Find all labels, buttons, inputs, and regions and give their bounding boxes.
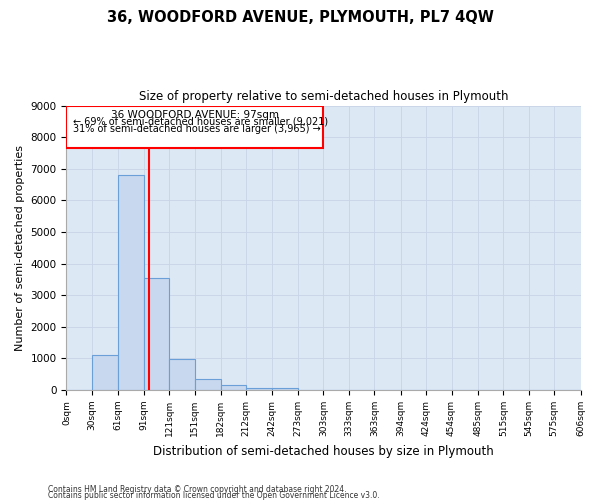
Bar xyxy=(143,278,169,390)
Text: Contains HM Land Registry data © Crown copyright and database right 2024.: Contains HM Land Registry data © Crown c… xyxy=(48,484,347,494)
Bar xyxy=(221,386,246,390)
Text: 36, WOODFORD AVENUE, PLYMOUTH, PL7 4QW: 36, WOODFORD AVENUE, PLYMOUTH, PL7 4QW xyxy=(107,10,493,25)
Text: 31% of semi-detached houses are larger (3,965) →: 31% of semi-detached houses are larger (… xyxy=(73,124,321,134)
Bar xyxy=(246,388,272,390)
Bar xyxy=(92,356,118,390)
Bar xyxy=(118,175,143,390)
Text: Contains public sector information licensed under the Open Government Licence v3: Contains public sector information licen… xyxy=(48,490,380,500)
Bar xyxy=(272,388,298,390)
Text: 36 WOODFORD AVENUE: 97sqm: 36 WOODFORD AVENUE: 97sqm xyxy=(111,110,279,120)
Bar xyxy=(194,380,221,390)
Title: Size of property relative to semi-detached houses in Plymouth: Size of property relative to semi-detach… xyxy=(139,90,508,103)
Y-axis label: Number of semi-detached properties: Number of semi-detached properties xyxy=(15,145,25,351)
Bar xyxy=(169,359,194,390)
X-axis label: Distribution of semi-detached houses by size in Plymouth: Distribution of semi-detached houses by … xyxy=(153,444,494,458)
FancyBboxPatch shape xyxy=(67,106,323,148)
Text: ← 69% of semi-detached houses are smaller (9,021): ← 69% of semi-detached houses are smalle… xyxy=(73,116,328,126)
